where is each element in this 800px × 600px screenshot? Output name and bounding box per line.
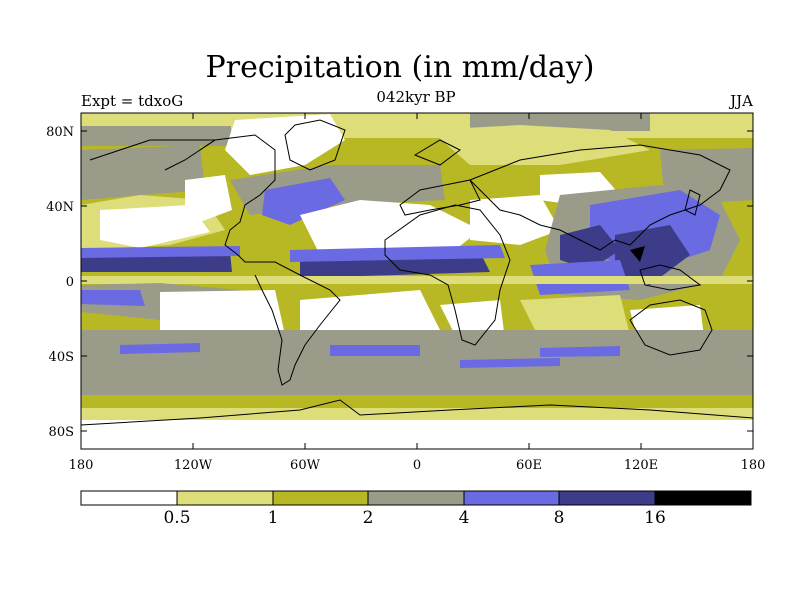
n-pacific-track-e	[660, 148, 753, 205]
arctic-gray	[81, 126, 231, 146]
coastlines	[81, 119, 753, 426]
coast-greenland	[284, 119, 346, 171]
greenland-dry	[225, 114, 345, 175]
n-pacific-track-w	[81, 145, 205, 200]
colorbar-label: 1	[268, 508, 279, 528]
coast-maritime-continent	[639, 264, 702, 291]
colorbar: 0.5 1 2 4 8 16	[80, 490, 752, 528]
antarctic-light-band	[81, 408, 753, 420]
experiment-label: Expt = tdxoG	[81, 92, 184, 110]
time-label: 042kyr BP	[376, 88, 456, 106]
coast-asia	[469, 144, 731, 251]
x-tick-label: 0	[413, 458, 421, 473]
x-axis: 180 120W 60W 0 60E 120E 180	[69, 113, 766, 473]
coast-japan	[684, 189, 701, 216]
y-tick-label: 40N	[46, 200, 74, 215]
x-tick-label: 60E	[516, 458, 542, 473]
s-ocean-wet-indian	[540, 346, 620, 357]
coast-alaska	[89, 139, 217, 161]
s-ocean-wet-atlantic	[330, 345, 420, 356]
colorbar-label: 4	[459, 508, 470, 528]
x-tick-label: 60W	[290, 458, 321, 473]
eurasia-light	[430, 125, 650, 165]
indian-monsoon-core	[560, 225, 620, 270]
coast-south-america	[254, 261, 341, 386]
y-axis: 80N 40N 0 40S 80S	[46, 125, 753, 440]
colorbar-swatch-0	[80, 490, 178, 506]
s-tropics-light	[81, 276, 753, 284]
antarctica-dry	[81, 420, 753, 449]
colorbar-label: 8	[554, 508, 565, 528]
spcz-west	[81, 290, 145, 306]
maritime-heavy-spot	[630, 246, 645, 262]
coast-antarctica	[81, 399, 753, 426]
s-ocean-wet-indian-2	[460, 358, 560, 368]
ne-pacific-dry	[100, 205, 210, 248]
precipitation-field	[81, 113, 753, 449]
colorbar-swatch-3	[367, 490, 465, 506]
coast-australia	[629, 299, 713, 356]
x-tick-label: 180	[69, 458, 94, 473]
n-atlantic-sahara-dry	[300, 200, 480, 255]
coast-europe-med	[399, 179, 481, 216]
colorbar-swatch-4	[463, 490, 560, 506]
y-tick-label: 80N	[46, 125, 74, 140]
s-indian-light	[520, 295, 630, 340]
s-ocean-track	[81, 330, 753, 395]
arabia-dry	[470, 195, 560, 245]
colorbar-swatch-6	[654, 490, 752, 506]
map-title: Precipitation (in mm/day)	[205, 50, 595, 85]
w-north-america-dry	[185, 175, 232, 222]
colorbar-label: 2	[363, 508, 374, 528]
y-tick-label: 40S	[49, 350, 74, 365]
n-atlantic-wet	[262, 178, 345, 225]
coast-scandinavia	[413, 139, 461, 166]
colorbar-label: 0.5	[163, 508, 190, 528]
colorbar-swatch-2	[272, 490, 369, 506]
colorbar-swatch-1	[176, 490, 274, 506]
x-tick-label: 120E	[624, 458, 658, 473]
coast-africa	[384, 204, 511, 346]
itcz-atlantic-edge	[290, 245, 505, 262]
y-tick-label: 0	[66, 275, 74, 290]
coast-north-america	[164, 134, 276, 263]
x-tick-label: 120W	[174, 458, 213, 473]
season-label: JJA	[730, 92, 753, 110]
x-tick-label: 180	[741, 458, 766, 473]
maritime-continent-core	[615, 225, 690, 285]
colorbar-label: 16	[644, 508, 666, 528]
y-tick-label: 80S	[49, 425, 74, 440]
s-ocean-wet-pacific	[120, 343, 200, 354]
colorbar-swatch-5	[558, 490, 656, 506]
itcz-pacific-edge	[81, 246, 240, 258]
